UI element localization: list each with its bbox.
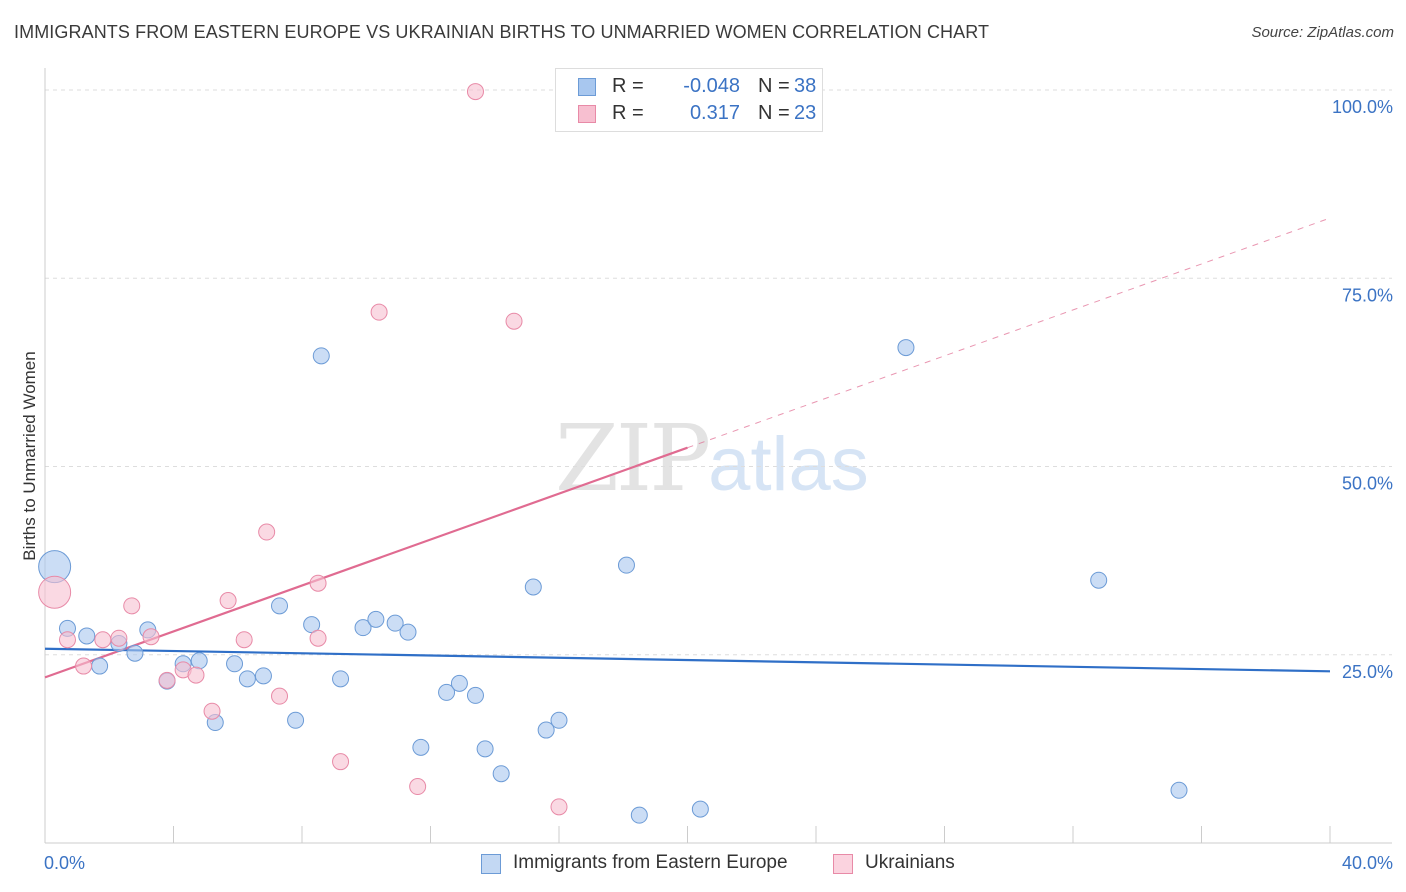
data-point-eastern-europe xyxy=(254,667,272,685)
data-point-eastern-europe xyxy=(897,339,915,357)
data-point-ukrainians xyxy=(370,303,388,321)
data-point-ukrainians xyxy=(309,629,327,647)
data-point-ukrainians xyxy=(466,83,484,101)
data-point-eastern-europe xyxy=(617,556,635,574)
data-point-ukrainians xyxy=(203,702,221,720)
axes xyxy=(44,68,1392,844)
legend-swatch-ukrainians xyxy=(578,105,596,123)
y-tick-label: 75.0% xyxy=(1342,285,1393,305)
legend-swatch-eastern-europe xyxy=(578,78,596,96)
data-point-eastern-europe xyxy=(126,644,144,662)
legend-r-value: -0.048 xyxy=(683,75,740,97)
data-point-eastern-europe xyxy=(537,721,555,739)
data-point-ukrainians xyxy=(94,631,112,649)
trend-line-1-solid xyxy=(44,446,688,679)
data-point-ukrainians xyxy=(158,671,176,689)
y-axis-label: Births to Unmarried Women xyxy=(20,351,39,560)
data-point-ukrainians xyxy=(110,629,128,647)
data-point-ukrainians xyxy=(219,592,237,610)
trend-line-1-dashed xyxy=(687,217,1331,449)
data-point-eastern-europe xyxy=(354,619,372,637)
y-tick-label: 100.0% xyxy=(1332,97,1393,117)
data-point-eastern-europe xyxy=(399,623,417,641)
data-point-ukrainians xyxy=(38,575,72,609)
data-point-eastern-europe xyxy=(190,652,208,670)
data-point-eastern-europe xyxy=(550,711,568,729)
watermark-zip: ZIP xyxy=(555,405,711,512)
legend-n-label: N = xyxy=(758,102,790,124)
y-tick-label: 25.0% xyxy=(1342,662,1393,682)
correlation-legend: R = -0.048 N = 38 R = 0.317 N = 23 xyxy=(555,68,823,132)
legend-label-eastern-europe: Immigrants from Eastern Europe xyxy=(513,852,788,873)
data-point-eastern-europe xyxy=(238,670,256,688)
data-point-eastern-europe xyxy=(450,674,468,692)
data-point-eastern-europe xyxy=(412,738,430,756)
data-point-eastern-europe xyxy=(386,614,404,632)
data-point-eastern-europe xyxy=(524,578,542,596)
data-point-ukrainians xyxy=(58,631,76,649)
trend-lines xyxy=(44,217,1331,679)
data-point-ukrainians xyxy=(505,312,523,330)
data-point-ukrainians xyxy=(187,666,205,684)
chart-title: IMMIGRANTS FROM EASTERN EUROPE VS UKRAIN… xyxy=(14,22,990,42)
watermark-atlas: atlas xyxy=(708,422,869,507)
data-point-eastern-europe xyxy=(91,657,109,675)
data-point-eastern-europe xyxy=(438,683,456,701)
data-point-eastern-europe xyxy=(367,610,385,628)
data-point-eastern-europe xyxy=(78,627,96,645)
legend-r-label: R = xyxy=(612,75,644,97)
data-point-eastern-europe xyxy=(1090,571,1108,589)
data-point-eastern-europe xyxy=(312,347,330,365)
watermark: ZIPatlas xyxy=(555,405,869,512)
data-point-eastern-europe xyxy=(492,765,510,783)
legend-r-value: 0.317 xyxy=(689,102,740,124)
data-point-ukrainians xyxy=(123,597,141,615)
grid-lines xyxy=(45,89,1392,656)
legend-swatch-eastern-europe xyxy=(481,854,501,874)
trend-line-0 xyxy=(44,647,1331,673)
y-tick-label: 50.0% xyxy=(1342,474,1393,494)
tick-labels: 25.0% 50.0% 75.0% 100.0% 0.0% 40.0% xyxy=(44,97,1393,873)
data-point-eastern-europe xyxy=(271,597,289,615)
data-point-ukrainians xyxy=(75,657,93,675)
data-point-eastern-europe xyxy=(466,686,484,704)
legend-n-label: N = xyxy=(758,75,790,97)
legend-n-value: 38 xyxy=(794,75,817,97)
legend-n-value: 23 xyxy=(794,102,817,124)
data-point-eastern-europe xyxy=(476,740,494,758)
data-point-ukrainians xyxy=(271,687,289,705)
data-point-eastern-europe xyxy=(332,670,350,688)
data-point-ukrainians xyxy=(258,523,276,541)
data-points xyxy=(38,83,1188,824)
data-point-ukrainians xyxy=(235,631,253,649)
data-point-ukrainians xyxy=(550,798,568,816)
data-point-ukrainians xyxy=(332,753,350,771)
data-point-eastern-europe xyxy=(1170,781,1188,799)
legend-r-label: R = xyxy=(612,102,644,124)
data-point-ukrainians xyxy=(142,628,160,646)
data-point-eastern-europe xyxy=(287,711,305,729)
data-point-ukrainians xyxy=(309,574,327,592)
data-point-eastern-europe xyxy=(226,655,244,673)
x-tick-label: 0.0% xyxy=(44,853,85,873)
data-point-eastern-europe xyxy=(630,806,648,824)
data-point-ukrainians xyxy=(409,778,427,796)
source-credit: Source: ZipAtlas.com xyxy=(1251,24,1394,41)
data-point-eastern-europe xyxy=(691,800,709,818)
legend-label-ukrainians: Ukrainians xyxy=(865,852,955,873)
legend-swatch-ukrainians xyxy=(833,854,853,874)
x-tick-label: 40.0% xyxy=(1342,853,1393,873)
